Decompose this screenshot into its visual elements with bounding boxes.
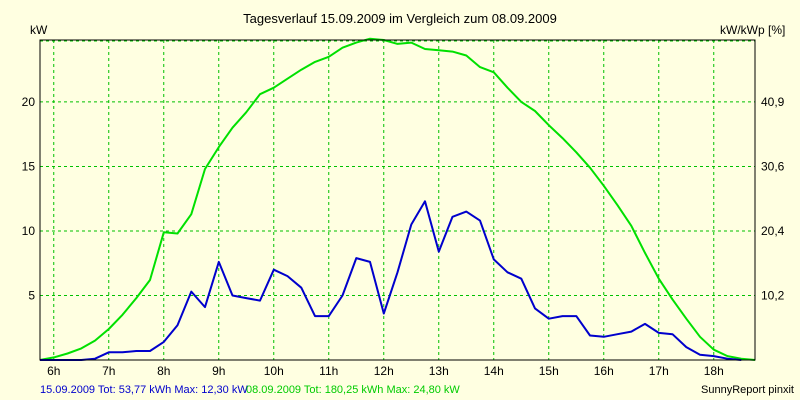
x-tick-label: 14h bbox=[484, 364, 504, 378]
series-line-1 bbox=[40, 200, 742, 361]
y-tick-label-left: 20 bbox=[22, 95, 36, 109]
x-tick-label: 9h bbox=[212, 364, 225, 378]
y-tick-label-right: 30,6 bbox=[761, 159, 785, 173]
grid bbox=[40, 40, 755, 360]
series-lines bbox=[39, 37, 756, 361]
y-axis-left-label: kW bbox=[30, 23, 48, 37]
x-tick-label: 10h bbox=[264, 364, 284, 378]
y-tick-label-right: 40,9 bbox=[761, 95, 785, 109]
y-tick-label-left: 15 bbox=[22, 159, 36, 173]
legend-series-2: 08.09.2009 Tot: 180,25 kWh Max: 24,80 kW bbox=[246, 384, 460, 396]
x-tick-label: 16h bbox=[594, 364, 614, 378]
x-tick-label: 8h bbox=[157, 364, 170, 378]
series-line-2 bbox=[39, 37, 756, 361]
x-tick-label: 18h bbox=[704, 364, 724, 378]
x-tick-label: 6h bbox=[47, 364, 60, 378]
x-tick-label: 13h bbox=[429, 364, 449, 378]
y-tick-label-right: 10,2 bbox=[761, 288, 785, 302]
chart-title: Tagesverlauf 15.09.2009 im Vergleich zum… bbox=[243, 11, 557, 26]
y-tick-label-right: 20,4 bbox=[761, 224, 785, 238]
x-tick-label: 12h bbox=[374, 364, 394, 378]
y-axis-right-label: kW/kWp [%] bbox=[720, 23, 785, 37]
legend-series-1: 15.09.2009 Tot: 53,77 kWh Max: 12,30 kW bbox=[40, 384, 248, 396]
plot-frame bbox=[39, 39, 756, 361]
x-tick-label: 7h bbox=[102, 364, 115, 378]
y-tick-label-left: 10 bbox=[22, 224, 36, 238]
brand-label: SunnyReport pinxit bbox=[701, 384, 794, 396]
y-tick-label-left: 5 bbox=[28, 288, 35, 302]
x-tick-label: 11h bbox=[319, 364, 338, 378]
x-tick-label: 17h bbox=[649, 364, 669, 378]
x-tick-label: 15h bbox=[539, 364, 559, 378]
tick-labels: 6h 7h 8h 9h 10h 11h 12h 13h 14h 15h 16h 17h 18h 5 10,2… bbox=[22, 95, 785, 378]
